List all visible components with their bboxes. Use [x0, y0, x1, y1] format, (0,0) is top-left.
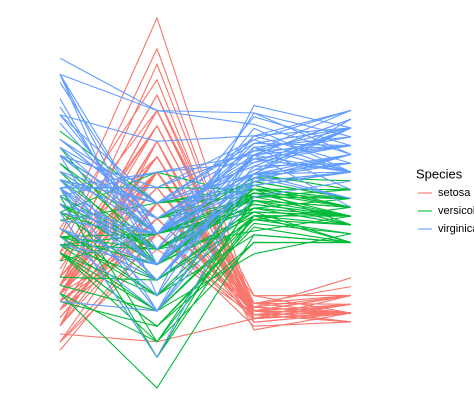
series-line — [59, 202, 352, 343]
series-line — [59, 155, 352, 308]
series-line — [59, 109, 352, 189]
series-line — [59, 234, 352, 297]
series-line — [59, 196, 352, 262]
series-line — [59, 187, 352, 343]
series-line — [59, 177, 352, 359]
series-line — [59, 146, 352, 312]
series-line — [59, 173, 352, 266]
series-line — [59, 73, 352, 138]
series-line — [59, 127, 352, 204]
series-line — [59, 153, 352, 235]
series-line — [59, 158, 352, 220]
series-line — [59, 127, 352, 220]
legend-label: setosa — [438, 187, 471, 199]
series-line — [59, 124, 352, 314]
series-line — [59, 118, 352, 220]
legend-label: versicolor — [438, 205, 474, 217]
plot-lines — [59, 16, 352, 389]
series-line — [59, 207, 352, 238]
series-line — [59, 162, 352, 281]
series-line — [59, 162, 352, 312]
series-line — [59, 171, 352, 235]
series-line — [59, 109, 352, 142]
series-line — [59, 171, 352, 235]
series-line — [59, 127, 352, 197]
series-line — [59, 114, 352, 204]
series-line — [59, 74, 352, 235]
series-line — [59, 303, 352, 343]
series-line — [59, 215, 352, 312]
series-line — [59, 233, 352, 312]
series-line — [59, 211, 352, 266]
series-line — [59, 57, 352, 155]
series-line — [59, 226, 352, 328]
series-line — [59, 241, 352, 343]
series-line — [59, 233, 352, 351]
legend: Species setosa versicolor virginica — [416, 166, 474, 234]
series-line — [59, 171, 352, 235]
legend-label: virginica — [438, 223, 474, 235]
series-line — [59, 186, 352, 316]
legend-title: Species — [416, 166, 463, 181]
series-line — [59, 180, 352, 312]
